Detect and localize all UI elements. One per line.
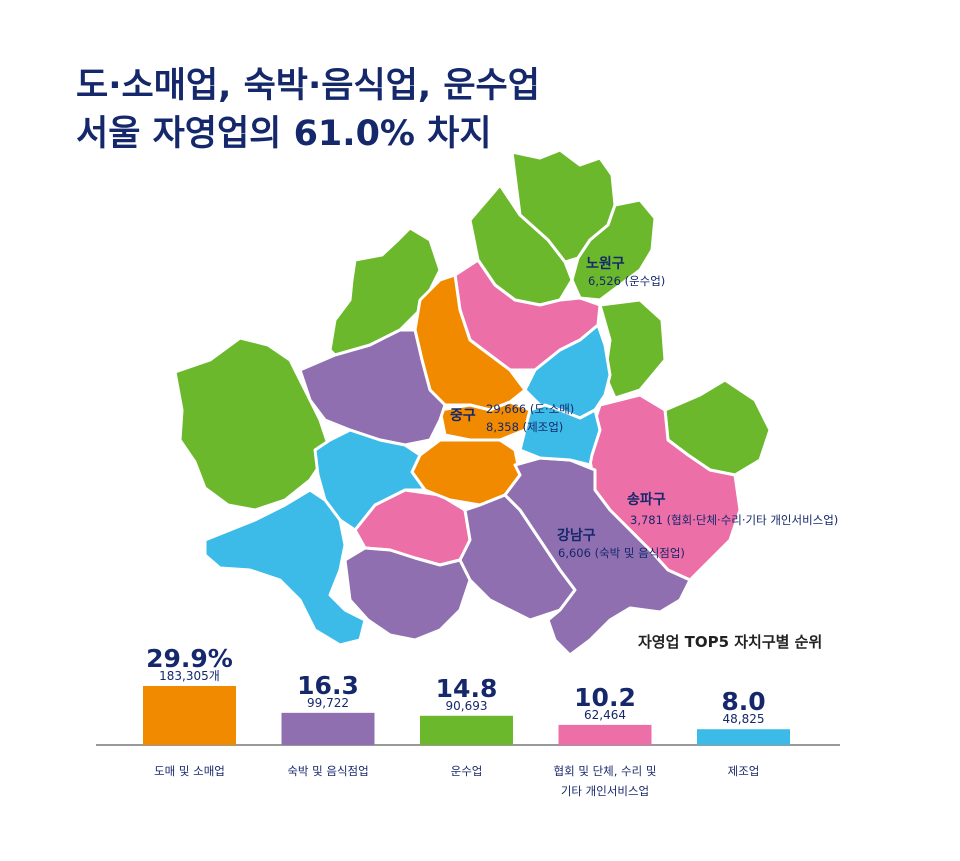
label-gangnam-value: 6,606 (숙박 및 음식점업) [558,546,685,560]
bar-4 [558,724,652,745]
district-gwanak [343,546,472,642]
district-seongdong [518,403,602,467]
bar-5 [697,729,790,745]
district-gangnam [503,456,692,657]
bar-count-1: 183,305개 [159,669,220,683]
bar-1 [143,686,236,745]
bar-category-3: 운수업 [451,764,483,778]
bar-value-3: 14.8 [436,674,498,703]
label-junggu-name: 중구 [450,408,476,424]
bar-value-2: 16.3 [297,671,359,700]
bar-count-5: 48,825 [723,712,765,726]
label-junggu-value-2: 8,358 (제조업) [486,420,563,434]
bar-value-1: 29.9% [146,644,233,673]
page-title: 도·소매업, 숙박·음식업, 운수업 서울 자영업의 61.0% 차지 [76,62,540,158]
label-junggu-value-1: 29,666 (도·소매) [486,402,574,416]
district-seodaemun [298,328,447,447]
label-songpa-name: 송파구 [627,492,666,508]
bar-category-4-line-1: 협회 및 단체, 수리 및 [554,764,657,778]
bar-value-4: 10.2 [574,683,636,712]
bar-2 [281,712,375,745]
district-guro [203,488,367,647]
label-gangnam-name: 강남구 [557,527,596,544]
district-eunpyeong [328,226,442,362]
bar-category-5: 제조업 [728,764,760,778]
ranking-title: 자영업 TOP5 자치구별 순위 [638,633,823,651]
bar-count-3: 90,693 [446,699,488,713]
bar-category-1: 도매 및 소매업 [154,764,225,778]
district-gangseo [173,336,332,512]
district-dongdaemun [523,323,612,420]
bar-count-2: 99,722 [307,696,349,710]
district-jungnang [598,298,667,400]
title-line-2: 서울 자영업의 61.0% 차지 [76,114,492,154]
label-nowon-value: 6,526 (운수업) [588,274,665,288]
bar-value-5: 8.0 [721,687,765,716]
label-nowon-name: 노원구 [586,256,625,272]
title-line-1: 도·소매업, 숙박·음식업, 운수업 [76,66,540,106]
bar-category-4-line-2: 기타 개인서비스업 [561,784,649,798]
bar-category-2: 숙박 및 음식점업 [287,764,368,778]
bar-count-4: 62,464 [584,708,626,722]
bar-3 [420,715,513,745]
label-songpa-value: 3,781 (협회·단체·수리·기타 개인서비스업) [630,513,838,527]
